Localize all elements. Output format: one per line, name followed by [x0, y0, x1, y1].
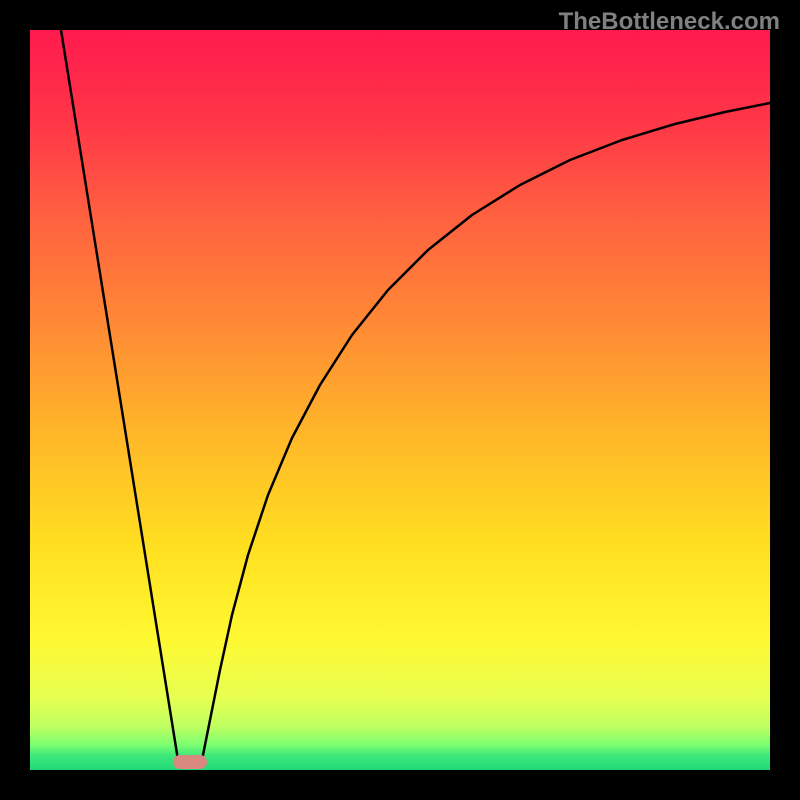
- optimum-marker: [173, 755, 207, 769]
- gradient-background: [30, 30, 770, 770]
- watermark-text: TheBottleneck.com: [559, 8, 780, 36]
- plot-area: [30, 30, 770, 770]
- chart-container: TheBottleneck.com: [0, 0, 800, 800]
